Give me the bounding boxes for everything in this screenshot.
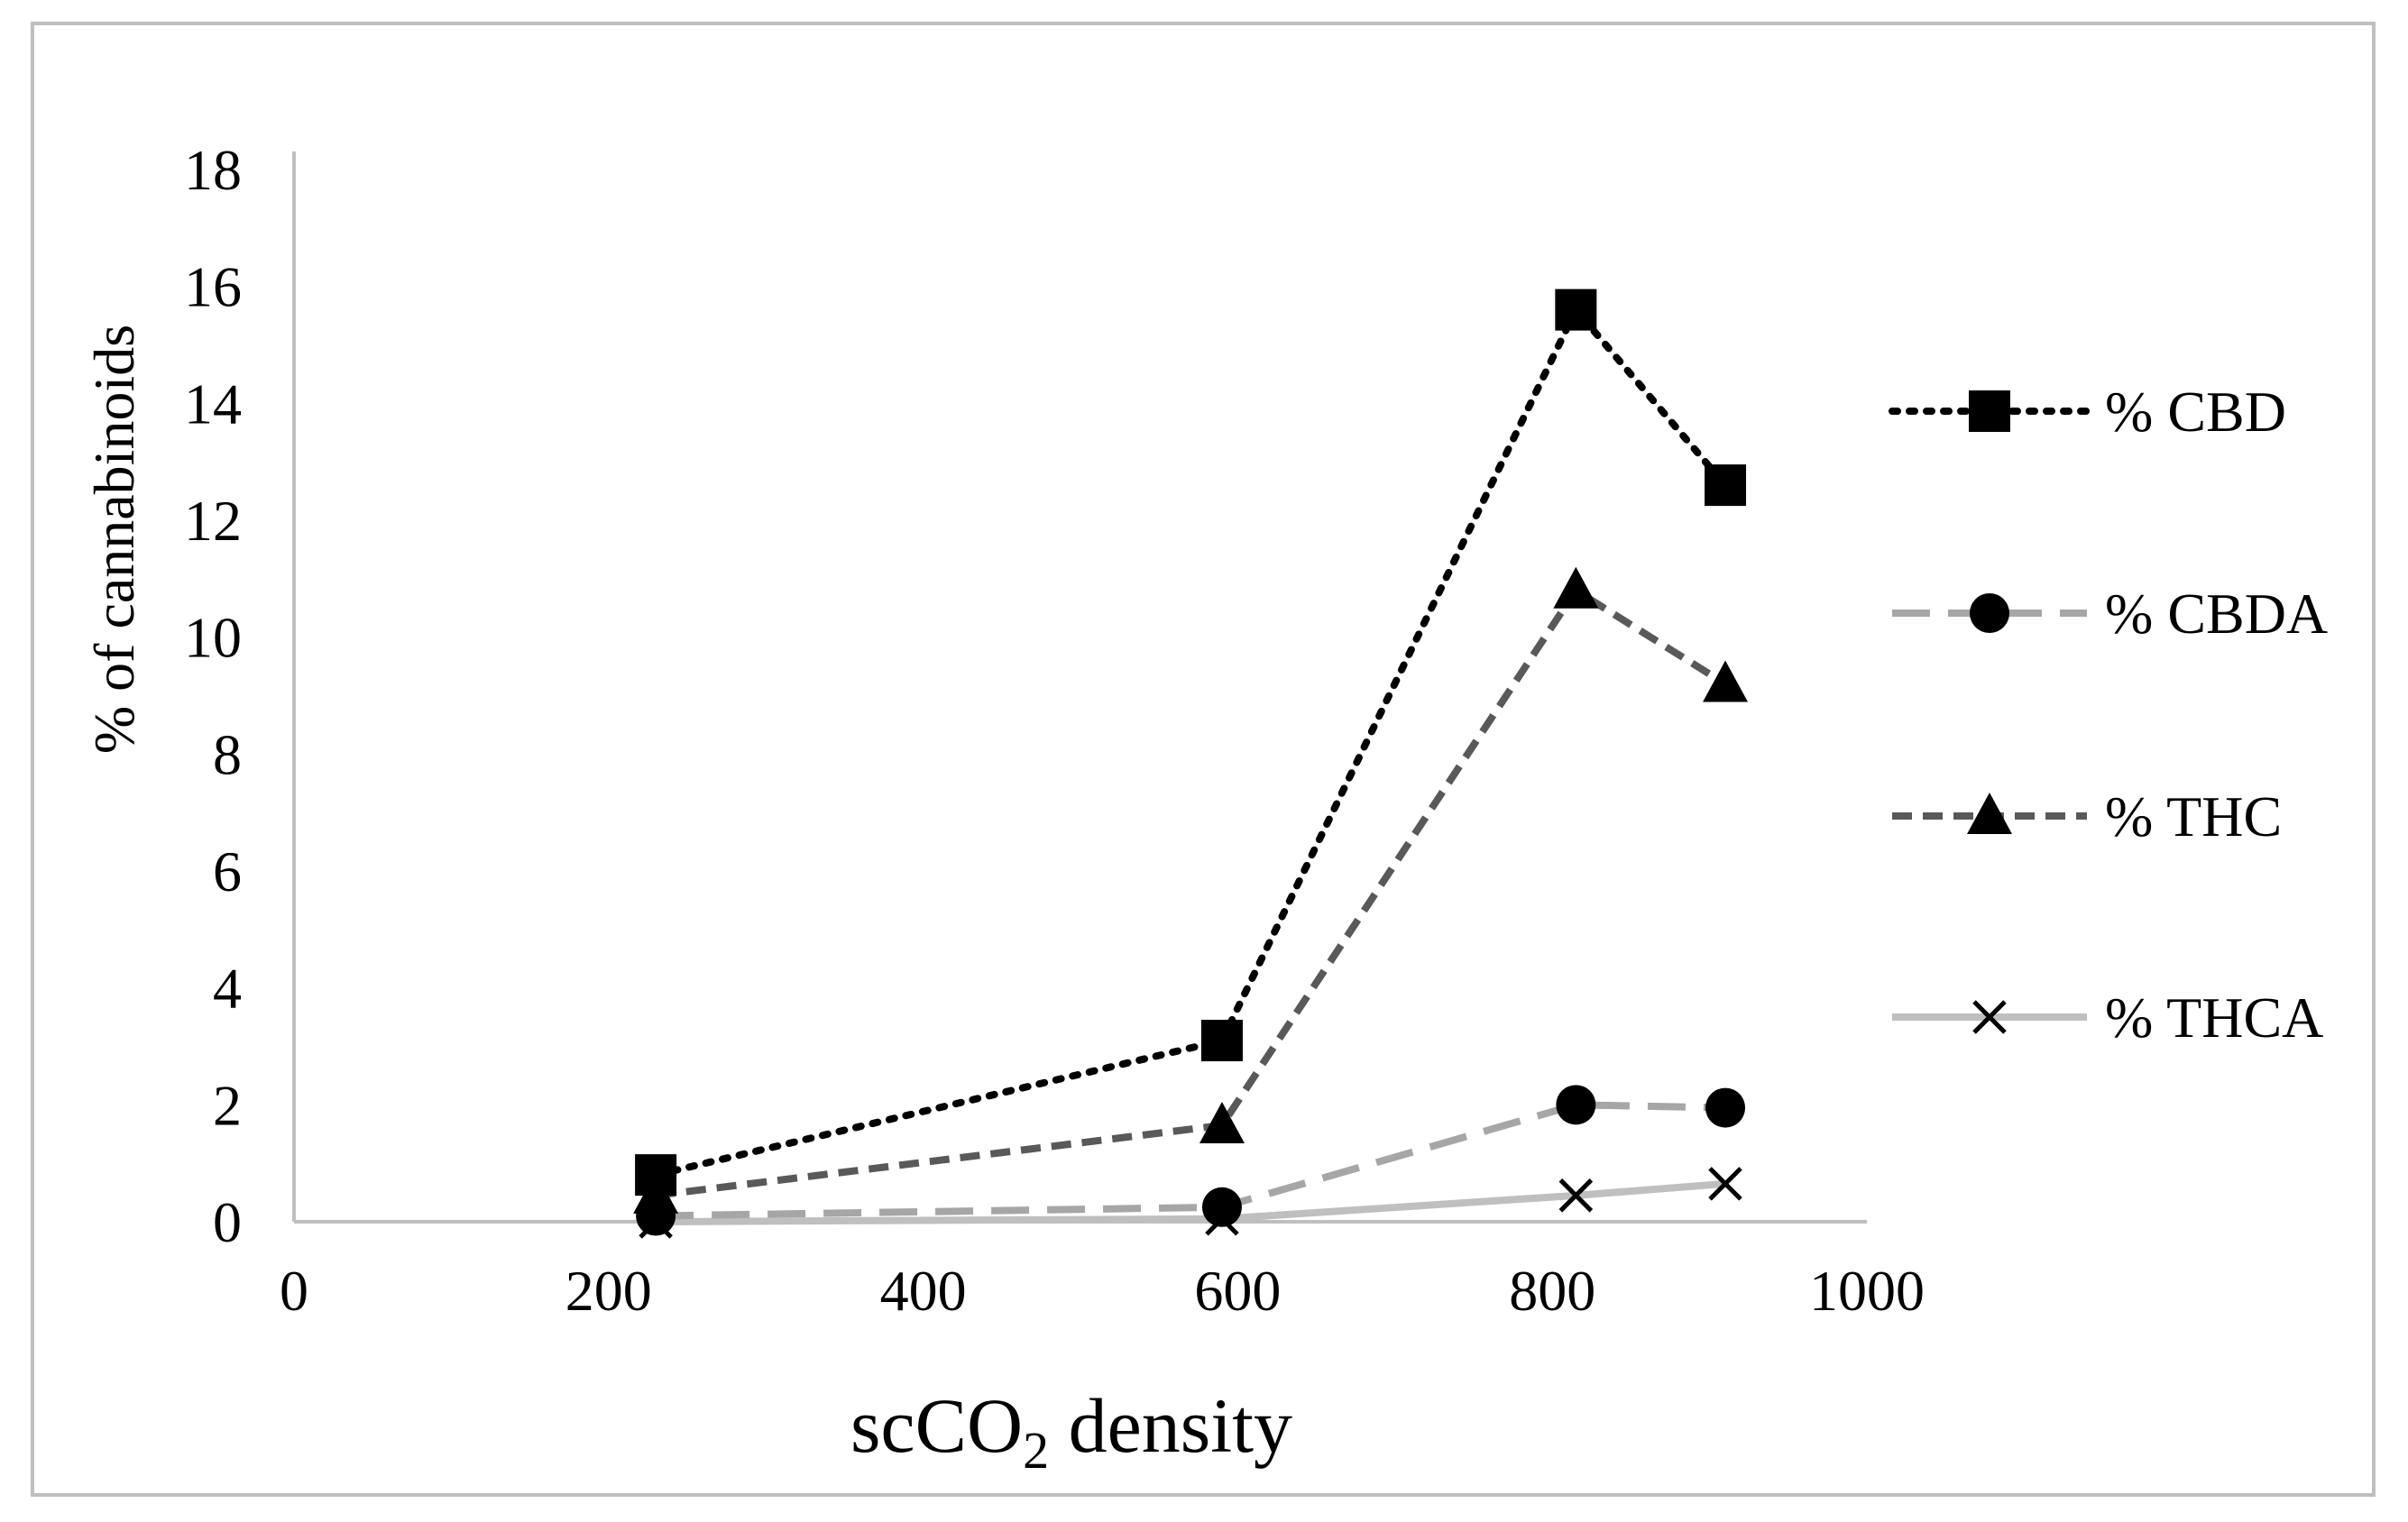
series-cbd	[635, 289, 1747, 1197]
x-axis-label-main: scCO	[850, 1382, 1023, 1469]
y-tick-label: 14	[184, 371, 242, 436]
y-tick-label: 8	[213, 722, 242, 786]
data-point-thc	[1553, 566, 1599, 609]
series-thca	[639, 1167, 1742, 1239]
x-tick-label: 400	[880, 1259, 967, 1323]
y-tick-label: 10	[184, 606, 242, 670]
x-tick-label: 1000	[1809, 1259, 1925, 1323]
y-tick-label: 0	[213, 1190, 242, 1254]
legend-marker-thc	[1967, 793, 2012, 834]
data-point-thc	[1199, 1102, 1245, 1144]
x-axis-label: scCO2 density	[850, 1382, 1292, 1480]
data-point-thca	[1708, 1167, 1742, 1201]
series-line-cbda	[656, 1101, 1726, 1220]
data-point-cbda	[1556, 1085, 1596, 1125]
y-tick-label: 16	[184, 255, 242, 319]
data-point-cbda	[1201, 1187, 1242, 1227]
legend-item-thc: % THC	[1892, 784, 2282, 848]
legend-label-cbda: % CBDA	[2105, 582, 2328, 646]
x-tick-label: 800	[1509, 1259, 1595, 1323]
legend-marker-cbd	[1969, 390, 2010, 432]
series-line-cbd	[652, 306, 1730, 1179]
legend-item-cbda: % CBDA	[1892, 582, 2328, 646]
y-tick-label: 6	[213, 839, 242, 903]
line-chart: 0 2 4 6 8 10 12 14 16 18 0 200 400 600 800 1000 % CBD%…	[82, 138, 2328, 1480]
y-axis-label: % of cannabinoids	[82, 325, 146, 754]
legend-item-thca: % THCA	[1892, 986, 2323, 1050]
legend-item-cbd: % CBD	[1889, 380, 2286, 444]
legend-label-thc: % THC	[2105, 784, 2282, 848]
series-line-thca	[656, 1179, 1726, 1225]
y-tick-label: 12	[184, 489, 242, 553]
y-tick-label: 2	[213, 1073, 242, 1137]
legend-label-thca: % THCA	[2105, 986, 2323, 1050]
data-point-cbd	[635, 1154, 677, 1197]
data-point-thc	[1703, 660, 1749, 702]
data-point-cbd	[1705, 464, 1747, 507]
data-point-cbd	[1200, 1020, 1243, 1062]
x-tick-label: 600	[1194, 1259, 1281, 1323]
data-point-cbda	[1705, 1087, 1746, 1128]
series-line-thc	[655, 586, 1728, 1199]
data-point-thca	[1558, 1178, 1594, 1213]
data-point-cbd	[1555, 289, 1597, 331]
x-axis-label-subscript: 2	[1023, 1421, 1049, 1480]
x-tick-label: 200	[565, 1259, 652, 1323]
series-cbda	[636, 1085, 1746, 1236]
y-tick-label: 18	[184, 138, 242, 202]
chart-frame: 0 2 4 6 8 10 12 14 16 18 0 200 400 600 800 1000 % CBD%…	[31, 22, 2376, 1497]
x-tick-label: 0	[280, 1259, 308, 1323]
legend-marker-cbda	[1970, 593, 2009, 633]
legend-marker-thca	[1972, 1000, 2007, 1034]
y-tick-label: 4	[213, 957, 242, 1021]
x-axis-label-rest: density	[1049, 1382, 1292, 1469]
legend-label-cbd: % CBD	[2105, 380, 2286, 444]
